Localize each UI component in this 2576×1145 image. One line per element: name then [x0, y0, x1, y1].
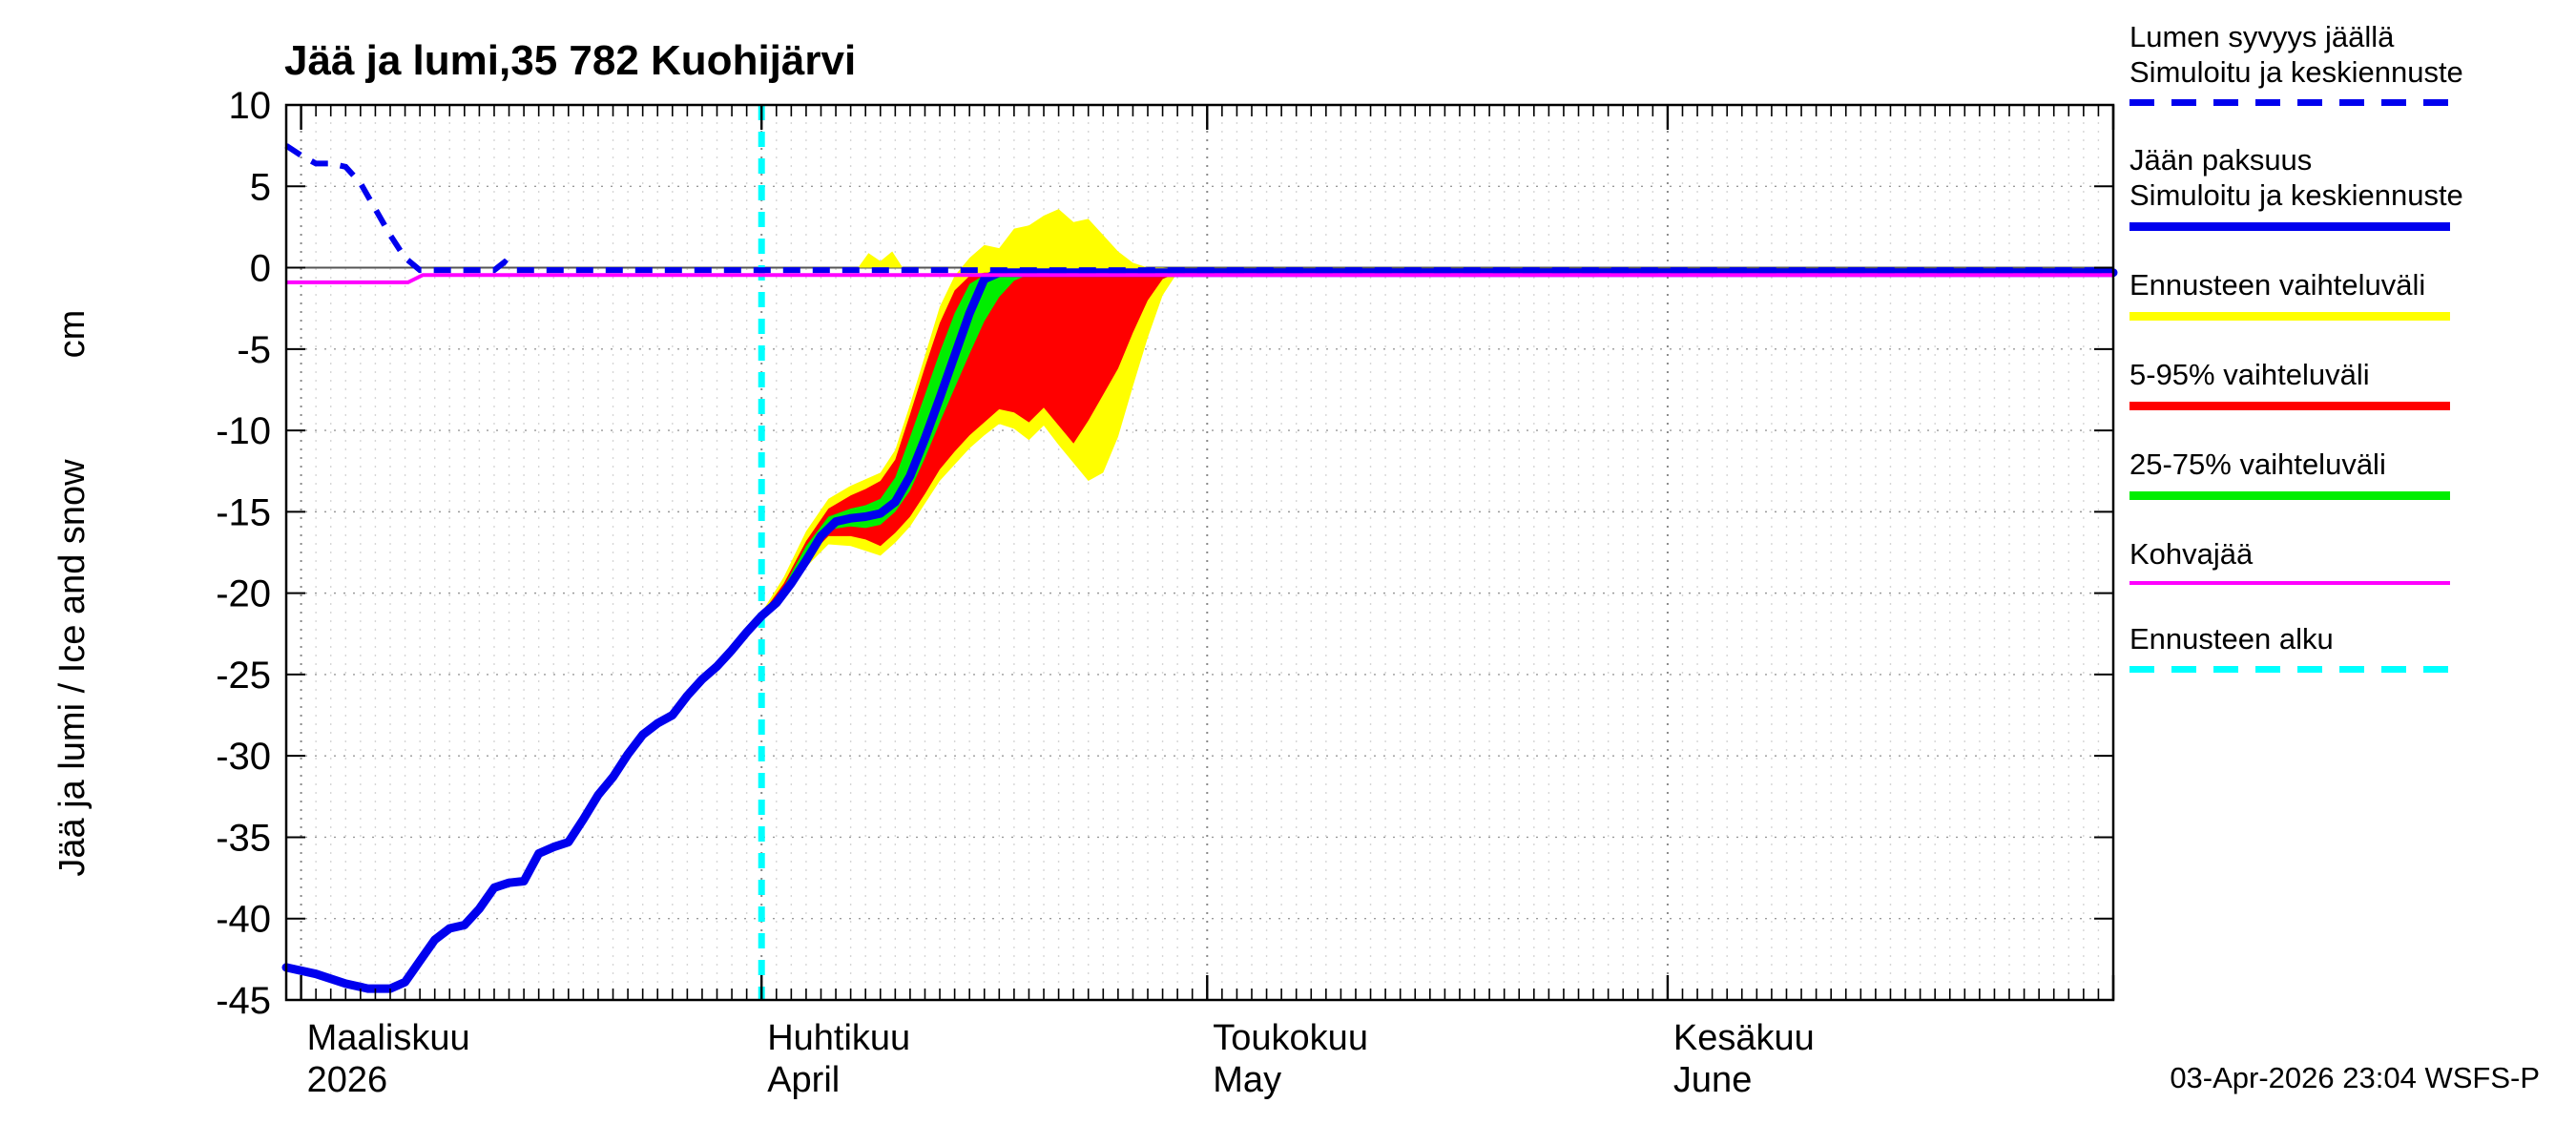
legend-line-sample	[2129, 222, 2450, 231]
y-tick-label: -40	[216, 899, 271, 941]
legend: Lumen syvyys jäällä Simuloitu ja keskienn…	[2129, 19, 2463, 709]
legend-label: Simuloitu ja keskiennuste	[2129, 55, 2463, 89]
kohvajaa-line	[286, 273, 2113, 284]
y-tick-label: -35	[216, 817, 271, 859]
legend-label: 25-75% vaihteluväli	[2129, 448, 2386, 481]
legend-line-sample	[2129, 666, 2450, 673]
month-label: Kesäkuu	[1673, 1018, 1815, 1058]
month-sublabel: May	[1213, 1060, 1281, 1100]
y-tick-label: -20	[216, 573, 271, 615]
y-tick-label: 0	[250, 248, 271, 290]
legend-entry: Kohvajää	[2129, 536, 2450, 585]
legend-line-sample	[2129, 491, 2450, 500]
ice-thickness-line	[281, 268, 2118, 993]
chart-plot-area: 10 5 0 -5 -10 -15 -20 -25 -30 -35 -40 -45 Maaliskuu2…	[216, 85, 2118, 1100]
month-sublabel: 2026	[307, 1060, 388, 1100]
y-tick-label: -30	[216, 736, 271, 778]
y-axis-label: Jää ja lumi / Ice and snow	[52, 459, 93, 877]
y-tick-label: -25	[216, 655, 271, 697]
legend-line-sample	[2129, 402, 2450, 410]
y-tick-label: -45	[216, 980, 271, 1022]
legend-label: Jään paksuus	[2129, 143, 2313, 177]
legend-label: Ennusteen vaihteluväli	[2129, 268, 2426, 302]
y-tick-label: -5	[237, 329, 271, 371]
legend-line-sample	[2129, 312, 2450, 321]
chart-title: Jää ja lumi,35 782 Kuohijärvi	[284, 37, 856, 84]
month-label: Toukokuu	[1213, 1018, 1368, 1058]
range-5-95-band	[761, 272, 1178, 618]
legend-entry: Lumen syvyys jäällä Simuloitu ja keskienn…	[2129, 19, 2463, 106]
forecast-range-blip	[858, 251, 904, 268]
legend-entry: Ennusteen vaihteluväli	[2129, 267, 2450, 321]
legend-entry: Jään paksuus Simuloitu ja keskiennuste	[2129, 142, 2463, 231]
legend-line-sample	[2129, 581, 2450, 585]
month-label: Huhtikuu	[767, 1018, 910, 1058]
snow-depth-line	[284, 143, 2113, 274]
legend-label: Ennusteen alku	[2129, 622, 2334, 656]
legend-label: Kohvajää	[2129, 537, 2254, 571]
legend-line-sample	[2129, 99, 2450, 106]
legend-label: Simuloitu ja keskiennuste	[2129, 178, 2463, 212]
y-tick-label: 10	[229, 85, 272, 127]
legend-label: 5-95% vaihteluväli	[2129, 358, 2370, 391]
month-label: Maaliskuu	[307, 1018, 470, 1058]
y-axis-unit: cm	[52, 310, 93, 359]
y-tick-label: 5	[250, 166, 271, 208]
legend-entry: 25-75% vaihteluväli	[2129, 447, 2450, 500]
timestamp: 03-Apr-2026 23:04 WSFS-P	[2170, 1061, 2540, 1094]
plot-frame	[284, 103, 2115, 1002]
month-sublabel: April	[767, 1060, 840, 1100]
legend-entry: Ennusteen alku	[2129, 621, 2450, 673]
month-sublabel: June	[1673, 1060, 1752, 1100]
y-tick-label: -10	[216, 410, 271, 452]
legend-entry: 5-95% vaihteluväli	[2129, 357, 2450, 410]
y-tick-label: -15	[216, 491, 271, 533]
legend-label: Lumen syvyys jäällä	[2129, 20, 2395, 53]
